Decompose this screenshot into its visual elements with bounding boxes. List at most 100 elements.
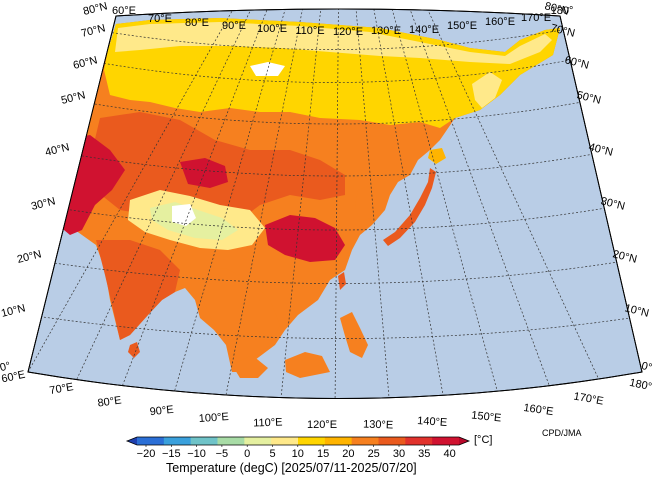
lat-label-right: 40°N bbox=[587, 141, 614, 159]
colorbar-tick-label: 0 bbox=[244, 448, 250, 460]
colorbar-tick-label: −10 bbox=[187, 448, 206, 460]
lat-label-left: 50°N bbox=[60, 89, 87, 107]
lon-label-bottom: 80°E bbox=[97, 394, 122, 409]
lon-label-top: 120°E bbox=[333, 26, 363, 38]
lon-label-bottom: 140°E bbox=[417, 415, 448, 429]
lon-label-bottom: 150°E bbox=[471, 409, 502, 424]
colorbar-tick-label: 10 bbox=[292, 448, 304, 460]
land-sri-lanka bbox=[128, 342, 140, 358]
land-india bbox=[96, 240, 180, 340]
land-southeast-asia bbox=[200, 268, 280, 362]
lon-label-bottom: 130°E bbox=[363, 418, 393, 431]
latitude-labels-left: 0° 10°N 20°N 30°N 40°N 50°N 60°N 70°N 80°N bbox=[0, 0, 109, 374]
colorbar-ticks: −20 −15 −10 −5 0 5 10 15 20 25 30 35 40 bbox=[137, 445, 456, 460]
lat-label-right: 20°N bbox=[611, 248, 638, 266]
colorbar-segment bbox=[432, 437, 460, 445]
colorbar-tick-label: 5 bbox=[269, 448, 275, 460]
credit-label: CPD/JMA bbox=[542, 428, 582, 438]
lon-label-bottom: 170°E bbox=[573, 391, 605, 408]
longitude-labels-bottom: 60°E 70°E 80°E 90°E 100°E 110°E 120°E 130°E 140°… bbox=[0, 369, 653, 432]
lat-label-left: 10°N bbox=[0, 302, 27, 320]
colorbar-segment bbox=[378, 437, 406, 445]
graticule-parallels bbox=[35, 29, 631, 339]
lon-label-bottom: 110°E bbox=[253, 416, 283, 429]
latitude-labels-right: 0° 10°N 20°N 30°N 40°N 50°N 60°N 70°N 80°N bbox=[543, 0, 653, 374]
lat-label-left: 70°N bbox=[80, 22, 107, 40]
lon-label-bottom: 120°E bbox=[307, 419, 337, 431]
lat-label-left: 0° bbox=[0, 360, 12, 374]
colorbar-unit: [°C] bbox=[474, 434, 492, 446]
lon-label-top: 100°E bbox=[257, 23, 287, 35]
lon-label-top: 80°E bbox=[185, 17, 209, 29]
lat-label-right: 10°N bbox=[623, 302, 650, 320]
colorbar-tick-label: −15 bbox=[162, 448, 181, 460]
lon-label-top: 160°E bbox=[485, 16, 515, 28]
colorbar-segment bbox=[459, 437, 469, 445]
lat-label-left: 30°N bbox=[30, 195, 57, 213]
lon-label-top: 170°E bbox=[521, 12, 551, 24]
lon-label-top: 180° bbox=[551, 5, 574, 17]
colorbar-segment bbox=[271, 437, 299, 445]
land-arctic-coast bbox=[115, 22, 552, 64]
graticule-meridians bbox=[28, 9, 601, 399]
lon-label-bottom: 60°E bbox=[0, 369, 26, 386]
lon-label-bottom: 100°E bbox=[198, 411, 229, 425]
colorbar-tick-label: 20 bbox=[342, 448, 354, 460]
lon-label-top: 90°E bbox=[222, 20, 246, 32]
map-frame bbox=[27, 8, 643, 399]
colorbar-segment bbox=[190, 437, 218, 445]
lat-label-left: 40°N bbox=[44, 141, 71, 159]
colorbar-tick-label: 35 bbox=[418, 448, 430, 460]
colorbar-tick-label: −20 bbox=[137, 448, 156, 460]
colorbar-tick-label: 40 bbox=[443, 448, 455, 460]
lat-label-left: 80°N bbox=[82, 0, 109, 18]
land-tarim-basin bbox=[180, 158, 228, 188]
lat-label-right: 60°N bbox=[563, 54, 590, 72]
lon-label-top: 70°E bbox=[148, 13, 172, 25]
colorbar-segment bbox=[137, 437, 165, 445]
no-data-north bbox=[250, 62, 285, 76]
colorbar-outline bbox=[125, 436, 471, 446]
lat-label-right: 70°N bbox=[549, 22, 576, 40]
lon-label-bottom: 90°E bbox=[149, 404, 174, 418]
lon-label-top: 110°E bbox=[295, 25, 324, 37]
land-hokkaido bbox=[428, 148, 446, 164]
lat-label-right: 0° bbox=[640, 360, 653, 374]
lat-label-right: 50°N bbox=[575, 89, 602, 107]
colorbar-segment bbox=[351, 437, 379, 445]
colorbar-segment bbox=[127, 437, 137, 445]
land-kamchatka bbox=[472, 72, 502, 108]
lat-label-right: 30°N bbox=[599, 195, 626, 213]
land-taiwan bbox=[338, 272, 346, 290]
colorbar-tick-label: −5 bbox=[216, 448, 229, 460]
colorbar-segment bbox=[324, 437, 353, 445]
land-sumatra bbox=[232, 355, 268, 378]
land-borneo bbox=[285, 352, 330, 378]
colorbar-segment bbox=[217, 437, 245, 445]
lon-label-top: 130°E bbox=[371, 25, 401, 37]
colorbar-tick-label: 25 bbox=[368, 448, 380, 460]
lon-label-top: 60°E bbox=[112, 5, 136, 17]
colorbar bbox=[125, 436, 471, 446]
colorbar-tick-label: 15 bbox=[317, 448, 329, 460]
land-korea bbox=[355, 186, 374, 222]
colorbar-segment bbox=[244, 437, 272, 445]
lat-label-right: 80°N bbox=[543, 0, 570, 18]
longitude-labels-top: 60°E 70°E 80°E 90°E 100°E 110°E 120°E 130°E 140°… bbox=[112, 5, 573, 38]
land-east-china-hot bbox=[265, 215, 345, 262]
lat-label-left: 20°N bbox=[16, 248, 43, 266]
colorbar-segment bbox=[298, 437, 326, 445]
colorbar-segment bbox=[405, 437, 433, 445]
lon-label-bottom: 180° bbox=[628, 377, 653, 393]
colorbar-tick-label: 30 bbox=[393, 448, 405, 460]
colorbar-title: Temperature (degC) [2025/07/11-2025/07/2… bbox=[166, 461, 417, 475]
lat-label-left: 60°N bbox=[72, 54, 99, 72]
lon-label-bottom: 160°E bbox=[523, 402, 554, 418]
colorbar-segment bbox=[163, 437, 192, 445]
lon-label-top: 150°E bbox=[447, 20, 477, 32]
land-japan bbox=[383, 168, 436, 246]
lon-label-top: 140°E bbox=[409, 24, 439, 36]
lon-label-bottom: 70°E bbox=[49, 381, 75, 397]
land-philippines bbox=[340, 312, 368, 358]
